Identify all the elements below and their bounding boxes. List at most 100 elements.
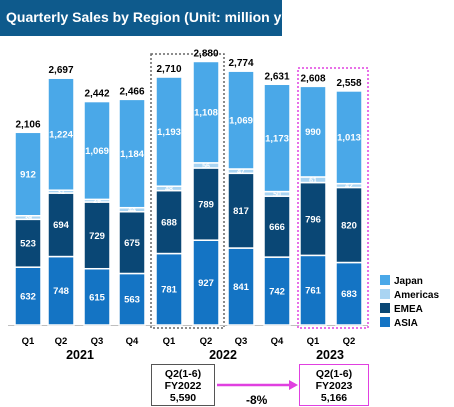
data-label-japan-7: 1,173 <box>265 133 289 144</box>
data-label-emea-0: 523 <box>20 239 36 250</box>
bar-segment-japan-3 <box>118 98 146 209</box>
data-label-americas-4: 48 <box>165 186 173 193</box>
data-label-emea-3: 675 <box>124 238 141 249</box>
legend-swatch-emea <box>380 303 390 313</box>
bar-segment-emea-8 <box>299 181 327 257</box>
data-label-asia-3: 563 <box>124 295 140 306</box>
quarter-label-6: Q3 <box>235 336 248 347</box>
data-label-asia-7: 742 <box>269 286 285 297</box>
legend-label-asia: ASIA <box>394 318 418 329</box>
data-label-americas-1: 31 <box>57 189 65 196</box>
data-label-japan-0: 912 <box>20 169 36 180</box>
total-label-2: 2,442 <box>84 89 109 100</box>
data-label-americas-9: 42 <box>345 183 353 190</box>
quarter-label-5: Q2 <box>200 336 213 347</box>
bar-segment-japan-0 <box>14 131 42 217</box>
data-label-asia-9: 683 <box>341 289 357 300</box>
year-label-2023: 2023 <box>316 348 344 362</box>
bar-segment-asia-2 <box>83 267 111 326</box>
data-label-americas-0: 39 <box>24 215 32 222</box>
total-label-9: 2,558 <box>336 78 361 89</box>
bar-segment-japan-8 <box>299 85 327 178</box>
fy2022-period-label: Q2(1-6) <box>164 368 202 380</box>
bar-segment-asia-7 <box>263 256 291 326</box>
bar-segment-japan-1 <box>47 77 75 191</box>
data-label-emea-1: 694 <box>53 220 70 231</box>
data-label-americas-5: 56 <box>202 163 210 170</box>
change-percentage: -8% <box>246 393 268 407</box>
data-label-japan-2: 1,069 <box>85 146 109 157</box>
quarter-label-3: Q4 <box>126 336 139 347</box>
bar-segment-emea-9 <box>335 186 363 264</box>
quarter-label-1: Q2 <box>55 336 68 347</box>
title-bar: Quarterly Sales by Region (Unit: million… <box>0 0 302 36</box>
bar-segment-japan-5 <box>192 60 220 164</box>
fy2023-year-label: FY2023 <box>315 380 353 392</box>
data-label-japan-1: 1,224 <box>49 130 73 141</box>
legend-swatch-asia <box>380 317 390 327</box>
bar-segment-japan-7 <box>263 83 291 193</box>
data-label-japan-4: 1,193 <box>157 127 181 138</box>
bar-segment-emea-2 <box>83 201 111 270</box>
legend-label-emea: EMEA <box>394 304 423 315</box>
bar-segment-japan-4 <box>155 76 183 187</box>
bar-segment-japan-6 <box>227 70 255 170</box>
quarter-label-8: Q1 <box>307 336 320 347</box>
data-label-americas-6: 47 <box>237 169 245 176</box>
data-label-asia-1: 748 <box>53 286 69 297</box>
year-label-2022: 2022 <box>209 348 237 362</box>
bar-segment-emea-7 <box>263 195 291 258</box>
fy2022-h1-highlight-frame <box>150 53 225 329</box>
bar-segment-japan-2 <box>83 100 111 201</box>
bar-segment-asia-3 <box>118 272 146 326</box>
quarter-label-4: Q1 <box>163 336 176 347</box>
total-label-1: 2,697 <box>48 65 73 76</box>
bar-segment-asia-4 <box>155 252 183 326</box>
legend-label-americas: Americas <box>394 290 439 301</box>
total-label-3: 2,466 <box>119 86 144 97</box>
data-label-asia-2: 615 <box>89 292 106 303</box>
total-label-0: 2,106 <box>15 119 40 130</box>
total-label-4: 2,710 <box>156 64 181 75</box>
fy2022-year-label: FY2022 <box>164 380 202 392</box>
data-label-americas-8: 61 <box>309 177 317 184</box>
fy2022-total-value: 5,590 <box>169 392 197 404</box>
data-label-americas-2: 29 <box>93 198 101 205</box>
legend-swatch-japan <box>380 275 390 285</box>
data-label-americas-3: 44 <box>128 207 136 214</box>
data-label-asia-4: 781 <box>161 285 178 296</box>
quarter-label-9: Q2 <box>343 336 356 347</box>
data-label-emea-2: 729 <box>89 231 105 242</box>
data-label-emea-8: 796 <box>305 214 321 225</box>
total-label-8: 2,608 <box>300 73 325 84</box>
total-label-7: 2,631 <box>264 71 289 82</box>
quarter-label-7: Q4 <box>271 336 284 347</box>
data-label-asia-6: 841 <box>233 282 250 293</box>
data-label-americas-7: 50 <box>273 191 281 198</box>
quarter-label-0: Q1 <box>22 336 35 347</box>
data-label-emea-4: 688 <box>161 217 177 228</box>
legend-swatch-americas <box>380 289 390 299</box>
bar-segment-asia-5 <box>192 239 220 326</box>
total-label-5: 2,880 <box>193 48 218 59</box>
bar-segment-asia-0 <box>14 266 42 326</box>
data-label-emea-5: 789 <box>198 200 214 211</box>
data-label-japan-9: 1,013 <box>337 133 361 144</box>
data-label-japan-5: 1,108 <box>194 108 218 119</box>
data-label-japan-6: 1,069 <box>229 116 253 127</box>
fy2023-summary-box: Q2(1-6) FY2023 5,166 <box>299 364 369 406</box>
data-label-asia-8: 761 <box>305 286 322 297</box>
data-label-japan-3: 1,184 <box>120 149 144 160</box>
data-label-emea-9: 820 <box>341 220 357 231</box>
data-label-asia-0: 632 <box>20 292 36 303</box>
comparison-arrow-head <box>289 380 298 390</box>
fy2023-total-value: 5,166 <box>320 392 348 404</box>
bar-segment-emea-5 <box>192 167 220 241</box>
total-label-6: 2,774 <box>228 58 253 69</box>
data-label-emea-6: 817 <box>233 206 249 217</box>
chart-title: Quarterly Sales by Region (Unit: million… <box>6 9 303 25</box>
data-label-asia-5: 927 <box>198 278 214 289</box>
year-label-2021: 2021 <box>66 348 94 362</box>
data-label-emea-7: 666 <box>269 222 285 233</box>
